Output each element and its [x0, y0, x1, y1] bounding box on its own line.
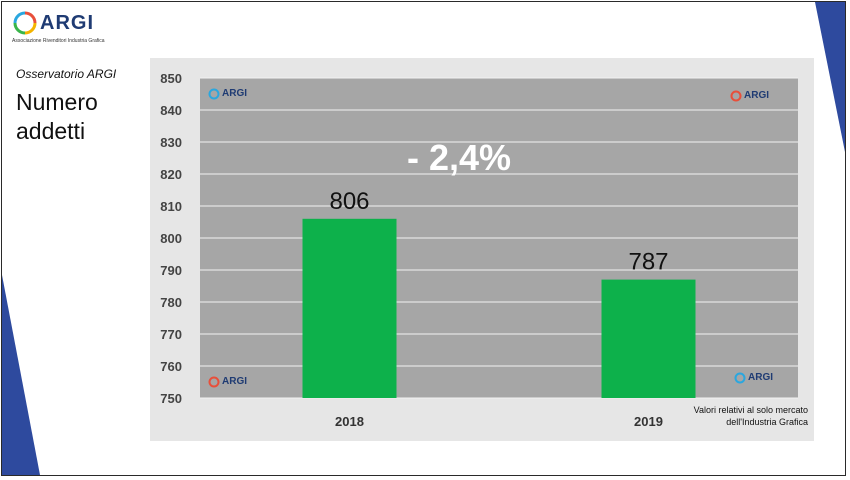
watermark-ring-icon	[208, 376, 220, 388]
watermark-text: ARGI	[222, 88, 247, 99]
watermark-text: ARGI	[744, 90, 769, 101]
page-title: Numero addetti	[16, 89, 98, 144]
watermark-text: ARGI	[748, 372, 773, 383]
bar	[601, 279, 696, 398]
y-tick-label: 830	[160, 135, 182, 150]
y-tick-label: 750	[160, 391, 182, 406]
watermark-text: ARGI	[222, 376, 247, 387]
watermark-logo-top-left: ARGI	[208, 86, 256, 102]
logo-ring-icon	[13, 11, 37, 35]
bar-chart: 850 840 830 820 810 800 790 780 770 760 750 806 2018…	[160, 71, 798, 429]
change-percent-label: - 2,4%	[407, 137, 511, 178]
y-tick-label: 850	[160, 71, 182, 86]
bar-data-label: 806	[329, 188, 369, 215]
x-tick-label: 2018	[335, 414, 364, 429]
logo-name: ARGI	[40, 12, 94, 34]
bar-data-label: 787	[628, 249, 668, 276]
y-tick-label: 800	[160, 231, 182, 246]
y-tick-label: 760	[160, 359, 182, 374]
note-line-2: dell'Industria Grafica	[726, 417, 808, 427]
watermark-ring-icon	[730, 90, 742, 102]
chart-note: Valori relativi al solo mercato dell'Ind…	[690, 404, 808, 428]
y-tick-label: 820	[160, 167, 182, 182]
observatory-label: Osservatorio ARGI	[16, 67, 117, 81]
watermark-logo-top-right: ARGI	[730, 88, 778, 104]
chart-panel: 850 840 830 820 810 800 790 780 770 760 750 806 2018…	[150, 58, 814, 441]
y-tick-label: 780	[160, 295, 182, 310]
watermark-logo-bottom-left: ARGI	[208, 374, 256, 390]
watermark-ring-icon	[734, 372, 746, 384]
y-tick-label: 810	[160, 199, 182, 214]
watermark-logo-bottom-right: ARGI	[734, 370, 782, 386]
y-tick-label: 770	[160, 327, 182, 342]
watermark-ring-icon	[208, 88, 220, 100]
y-tick-label: 790	[160, 263, 182, 278]
y-tick-label: 840	[160, 103, 182, 118]
logo-subtitle: Associazione Rivenditori Industria Grafi…	[12, 38, 105, 44]
x-tick-label: 2019	[634, 414, 663, 429]
right-decorative-stripe	[815, 2, 845, 152]
left-decorative-stripe	[2, 275, 40, 475]
note-line-1: Valori relativi al solo mercato	[693, 405, 808, 415]
argi-logo: ARGI Associazione Rivenditori Industria …	[12, 10, 142, 50]
bar	[302, 218, 397, 398]
